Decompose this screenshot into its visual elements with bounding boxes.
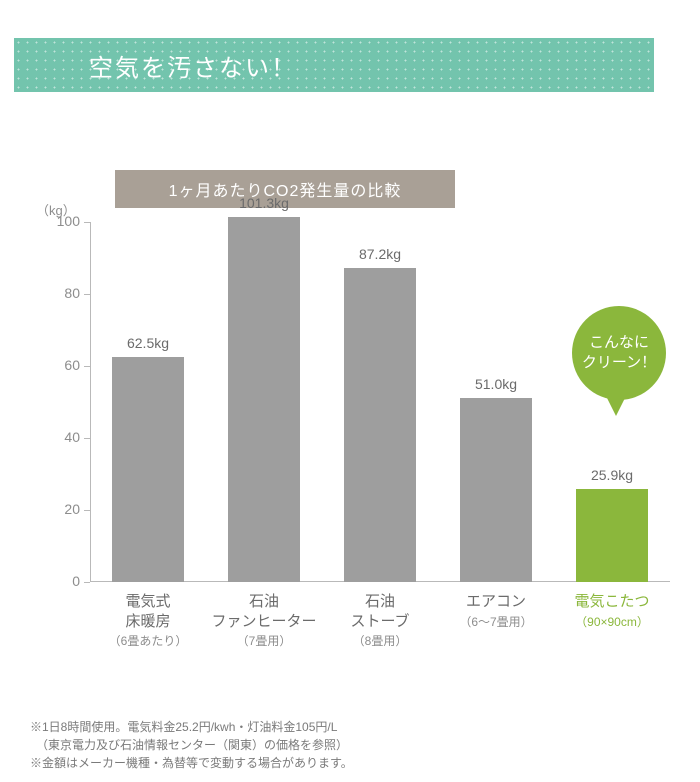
y-tick-label: 100	[50, 213, 80, 229]
category-sublabel: （90×90cm）	[575, 613, 649, 630]
category-label: 石油 ファンヒーター	[211, 592, 316, 631]
category-sublabel: （6畳あたり）	[109, 632, 188, 649]
category-sublabel: （6～7畳用）	[459, 613, 532, 630]
footnotes: ※1日8時間使用。電気料金25.2円/kwh・灯油料金105円/L （東京電力及…	[30, 718, 353, 772]
page-root: 空気を汚さない！ 1ヶ月あたりCO2発生量の比較 （kg） 0204060801…	[0, 0, 700, 782]
bar	[344, 268, 416, 582]
y-tick-mark	[84, 366, 90, 367]
bar	[112, 357, 184, 582]
footnote-line-3: ※金額はメーカー機種・為替等で変動する場合があります。	[30, 754, 353, 772]
y-tick-mark	[84, 438, 90, 439]
y-axis-line	[90, 222, 91, 582]
bar	[228, 217, 300, 582]
category-label: 電気こたつ	[574, 592, 649, 612]
bar-value-label: 101.3kg	[239, 195, 289, 211]
bar-value-label: 25.9kg	[591, 467, 633, 483]
category-label: 電気式 床暖房	[125, 592, 170, 631]
category-label: エアコン	[466, 592, 526, 612]
y-tick-mark	[84, 294, 90, 295]
category-sublabel: （8畳用）	[353, 632, 408, 649]
y-tick-mark	[84, 582, 90, 583]
bar-highlight	[576, 489, 648, 582]
plot-region: 02040608010062.5kg電気式 床暖房（6畳あたり）101.3kg石…	[90, 222, 670, 582]
banner: 空気を汚さない！	[14, 38, 654, 92]
y-tick-label: 80	[50, 285, 80, 301]
bar	[460, 398, 532, 582]
co2-bar-chart: 1ヶ月あたりCO2発生量の比較 （kg） 02040608010062.5kg電…	[0, 170, 700, 690]
y-tick-label: 60	[50, 357, 80, 373]
y-tick-mark	[84, 222, 90, 223]
banner-text: 空気を汚さない！	[89, 48, 297, 83]
bar-value-label: 87.2kg	[359, 246, 401, 262]
footnote-line-2: （東京電力及び石油情報センター（関東）の価格を参照）	[30, 736, 353, 754]
footnote-line-1: ※1日8時間使用。電気料金25.2円/kwh・灯油料金105円/L	[30, 718, 353, 736]
category-label: 石油 ストーブ	[350, 592, 409, 631]
bar-value-label: 62.5kg	[127, 335, 169, 351]
callout-tail	[606, 396, 626, 416]
y-tick-mark	[84, 510, 90, 511]
y-tick-label: 0	[50, 573, 80, 589]
callout-bubble: こんなに クリーン！	[572, 306, 666, 400]
y-tick-label: 20	[50, 501, 80, 517]
callout-text: こんなに クリーン！	[582, 333, 656, 374]
y-tick-label: 40	[50, 429, 80, 445]
category-sublabel: （7畳用）	[237, 632, 292, 649]
bar-value-label: 51.0kg	[475, 376, 517, 392]
